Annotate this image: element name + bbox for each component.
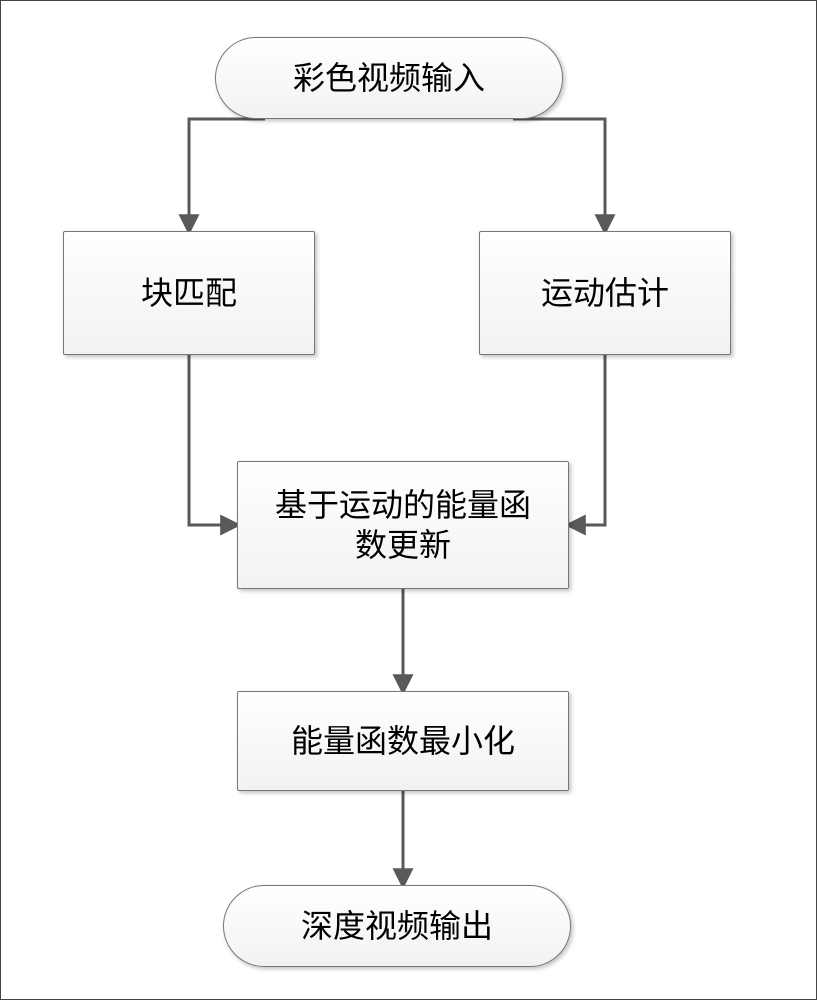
node-input: 彩色视频输入 xyxy=(215,37,563,119)
node-energy-minimize: 能量函数最小化 xyxy=(237,691,569,791)
edge xyxy=(189,119,265,231)
node-label: 运动估计 xyxy=(541,273,669,313)
edge xyxy=(513,119,605,231)
node-block-matching: 块匹配 xyxy=(63,231,315,355)
node-label: 基于运动的能量函 数更新 xyxy=(275,485,531,565)
node-label: 彩色视频输入 xyxy=(293,58,485,98)
node-label: 深度视频输出 xyxy=(301,906,493,946)
node-label: 块匹配 xyxy=(141,273,237,313)
node-energy-update: 基于运动的能量函 数更新 xyxy=(237,461,569,589)
edge xyxy=(189,355,237,525)
flowchart-canvas: 彩色视频输入 块匹配 运动估计 基于运动的能量函 数更新 能量函数最小化 深度视… xyxy=(0,0,817,1000)
node-label: 能量函数最小化 xyxy=(291,721,515,761)
edge xyxy=(569,355,605,525)
node-output: 深度视频输出 xyxy=(223,885,571,967)
node-motion-estimation: 运动估计 xyxy=(479,231,731,355)
